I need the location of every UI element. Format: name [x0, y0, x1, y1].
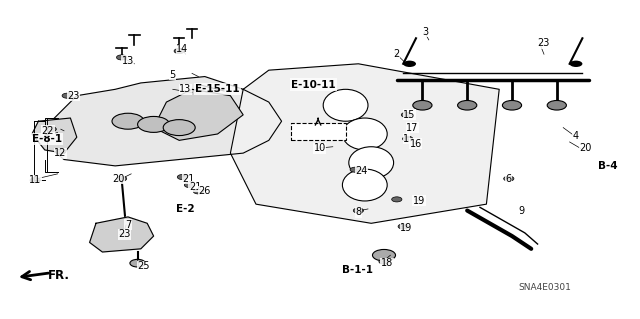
Text: 21: 21: [189, 182, 201, 192]
Circle shape: [413, 100, 432, 110]
Circle shape: [56, 149, 66, 154]
Circle shape: [379, 259, 389, 264]
Polygon shape: [154, 89, 243, 140]
Text: 7: 7: [125, 220, 131, 230]
Circle shape: [177, 174, 188, 180]
Polygon shape: [32, 118, 77, 153]
Text: 19: 19: [413, 196, 425, 206]
Text: 10: 10: [314, 143, 326, 153]
Text: 23: 23: [118, 229, 131, 240]
Text: 26: 26: [198, 186, 211, 197]
FancyBboxPatch shape: [291, 123, 346, 140]
Text: 1: 1: [403, 134, 410, 144]
Text: 5: 5: [170, 70, 176, 80]
Text: 13: 13: [179, 84, 191, 94]
Circle shape: [116, 176, 127, 181]
Text: 8: 8: [355, 207, 362, 217]
Circle shape: [403, 136, 413, 141]
Circle shape: [174, 48, 184, 54]
Text: 2: 2: [394, 49, 400, 59]
Circle shape: [30, 178, 40, 183]
Text: 3: 3: [422, 27, 429, 37]
Text: 13: 13: [122, 56, 134, 66]
Circle shape: [112, 113, 144, 129]
Circle shape: [116, 55, 127, 60]
Circle shape: [353, 208, 364, 213]
Text: 12: 12: [54, 148, 67, 158]
Text: 9: 9: [518, 205, 525, 216]
Circle shape: [46, 127, 56, 132]
Text: FR.: FR.: [48, 270, 70, 282]
Circle shape: [504, 176, 514, 181]
Text: 14: 14: [176, 44, 188, 55]
Text: 20: 20: [112, 174, 124, 184]
Text: B-4: B-4: [598, 161, 618, 171]
Text: 20: 20: [579, 143, 591, 153]
Circle shape: [350, 167, 360, 172]
Polygon shape: [230, 64, 499, 223]
Text: 15: 15: [403, 110, 415, 120]
Ellipse shape: [342, 169, 387, 201]
Text: 23: 23: [538, 38, 550, 48]
Circle shape: [372, 249, 396, 261]
Circle shape: [62, 93, 72, 98]
Text: E-8-1: E-8-1: [32, 134, 62, 144]
Text: 4: 4: [573, 130, 579, 141]
Circle shape: [401, 112, 412, 117]
Circle shape: [163, 120, 195, 136]
Text: 11: 11: [29, 175, 41, 185]
Circle shape: [458, 100, 477, 110]
Circle shape: [570, 61, 582, 67]
Circle shape: [193, 189, 204, 194]
Circle shape: [502, 100, 522, 110]
Text: 6: 6: [506, 174, 512, 184]
Text: 16: 16: [410, 138, 422, 149]
Circle shape: [547, 100, 566, 110]
Text: 22: 22: [42, 126, 54, 136]
Text: 25: 25: [138, 261, 150, 271]
Circle shape: [130, 259, 145, 267]
Text: 19: 19: [400, 223, 412, 233]
Circle shape: [398, 224, 408, 229]
Ellipse shape: [349, 147, 394, 179]
Ellipse shape: [323, 89, 368, 121]
Text: 24: 24: [355, 166, 367, 176]
Ellipse shape: [342, 118, 387, 150]
Text: SNA4E0301: SNA4E0301: [518, 283, 572, 292]
Text: E-15-11: E-15-11: [195, 84, 240, 94]
Text: 23: 23: [67, 91, 79, 101]
Text: 21: 21: [182, 174, 195, 184]
Text: B-1-1: B-1-1: [342, 264, 373, 275]
Text: 18: 18: [381, 258, 393, 268]
Polygon shape: [90, 217, 154, 252]
Circle shape: [403, 61, 416, 67]
Polygon shape: [45, 77, 282, 166]
Text: E-2: E-2: [176, 204, 195, 214]
Text: E-10-11: E-10-11: [291, 79, 336, 90]
Circle shape: [138, 116, 170, 132]
Text: 17: 17: [406, 122, 419, 133]
Circle shape: [184, 182, 195, 188]
Circle shape: [392, 197, 402, 202]
